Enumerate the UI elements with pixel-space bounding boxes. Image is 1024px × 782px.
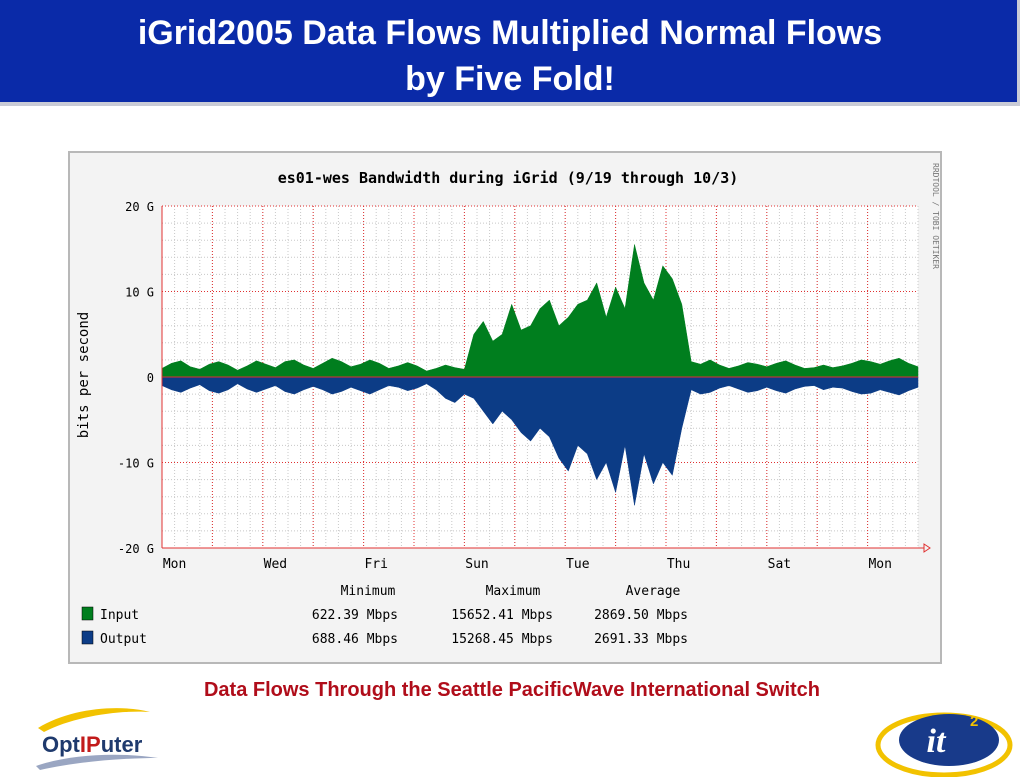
optiputer-logo-text: OptIPuter	[42, 732, 143, 757]
legend-min: 688.46 Mbps	[312, 632, 398, 647]
legend-header: Average	[626, 584, 681, 599]
y-tick-label: 0	[147, 371, 154, 385]
rrdtool-credit: RRDTOOL / TOBI OETIKER	[931, 163, 940, 269]
legend-header: Maximum	[486, 584, 541, 599]
chart-title: es01-wes Bandwidth during iGrid (9/19 th…	[278, 169, 739, 187]
x-tick-label: Wed	[264, 557, 287, 572]
legend-min: 622.39 Mbps	[312, 608, 398, 623]
optiputer-swoosh-icon	[36, 708, 158, 770]
series-area-output	[161, 376, 919, 506]
legend-swatch-input	[81, 606, 94, 621]
it2-logo-icon: it 2	[875, 712, 1013, 778]
slide-title: iGrid2005 Data Flows Multiplied Normal F…	[0, 10, 1020, 102]
series-area-input	[161, 244, 919, 378]
legend-max: 15268.45 Mbps	[451, 632, 553, 647]
legend-header: Minimum	[341, 584, 396, 599]
legend-swatch-output	[81, 630, 94, 645]
it2-logo: it 2	[874, 700, 1024, 778]
it2-logo-superscript: 2	[970, 713, 978, 730]
x-axis-arrow-icon	[923, 543, 931, 553]
slide-title-line1: iGrid2005 Data Flows Multiplied Normal F…	[137, 14, 883, 52]
legend-avg: 2691.33 Mbps	[594, 632, 688, 647]
slide-caption: Data Flows Through the Seattle PacificWa…	[203, 679, 821, 701]
data-areas	[161, 244, 919, 506]
x-tick-label: Sun	[465, 557, 488, 572]
y-axis-label: bits per second	[76, 312, 92, 438]
y-tick-label: 20 G	[125, 200, 154, 214]
x-tick-label: Sat	[768, 557, 791, 572]
it2-logo-text: it	[927, 723, 947, 760]
slide-title-line2: by Five Fold!	[405, 60, 615, 98]
legend-avg: 2869.50 Mbps	[594, 608, 688, 623]
chart-svg: es01-wes Bandwidth during iGrid (9/19 th…	[76, 163, 940, 647]
y-tick-label: -20 G	[118, 542, 154, 556]
axes: 20 G 10 G 0 -10 G -20 G Mon Wed Fri Sun Tue Thu Sat…	[118, 200, 931, 572]
x-tick-label: Fri	[364, 557, 387, 572]
x-tick-label: Mon	[163, 557, 186, 572]
title-bar: iGrid2005 Data Flows Multiplied Normal F…	[0, 0, 1020, 106]
y-tick-label: -10 G	[118, 457, 154, 471]
x-tick-label: Mon	[868, 557, 891, 572]
y-tick-label: 10 G	[125, 286, 154, 300]
legend-max: 15652.41 Mbps	[451, 608, 553, 623]
optiputer-logo: OptIPuter	[30, 706, 170, 771]
legend-label-input: Input	[100, 608, 139, 623]
bandwidth-chart: es01-wes Bandwidth during iGrid (9/19 th…	[68, 151, 942, 664]
x-tick-label: Tue	[566, 557, 590, 572]
legend-label-output: Output	[100, 632, 147, 647]
legend: Minimum Maximum Average Input 622.39 Mbps 156…	[81, 584, 688, 647]
x-tick-label: Thu	[667, 557, 690, 572]
